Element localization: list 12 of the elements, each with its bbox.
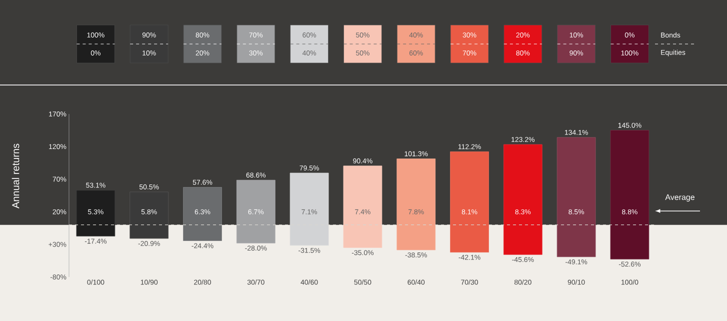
bar — [236, 180, 276, 244]
bar — [503, 144, 542, 255]
bar — [76, 190, 116, 236]
bar — [556, 137, 596, 258]
bar — [610, 130, 650, 260]
bar — [183, 187, 222, 241]
y-axis-title: Annual returns — [12, 144, 20, 208]
bar — [450, 151, 489, 252]
bar — [396, 158, 436, 250]
text: Average — [665, 194, 694, 202]
bar — [130, 192, 169, 239]
bar — [343, 166, 382, 248]
